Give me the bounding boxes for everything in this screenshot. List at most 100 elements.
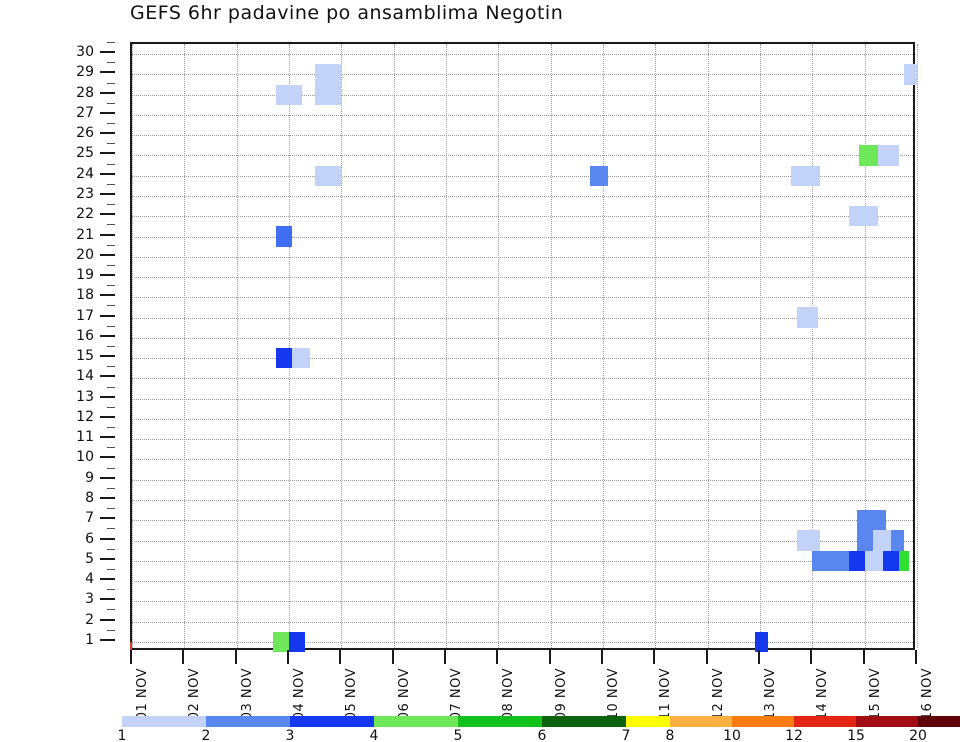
y-tick-label: 2 (85, 611, 94, 628)
y-tick-label: 12 (76, 408, 94, 425)
y-tick-mark (100, 537, 115, 540)
colorbar-tick-label: 8 (665, 728, 675, 742)
y-tick-mark (100, 395, 115, 398)
x-tick-label: 13 NOV (763, 668, 778, 721)
gridline-vertical (341, 44, 343, 648)
gridline-horizontal (132, 74, 913, 76)
gridline-horizontal (132, 601, 913, 603)
precipitation-cell (859, 145, 878, 166)
y-tick-minor (107, 163, 115, 165)
colorbar-tick-label: 6 (537, 728, 547, 742)
x-tick-mark (130, 650, 132, 664)
colorbar-segment (458, 716, 542, 727)
x-tick-mark (705, 650, 708, 664)
precipitation-cell (291, 348, 310, 369)
colorbar-tick-label: 7 (621, 728, 631, 742)
gridline-horizontal (132, 236, 913, 238)
precipitation-cell (856, 510, 886, 531)
y-tick-minor (107, 285, 115, 287)
gridline-horizontal (132, 540, 913, 542)
gridline-vertical (707, 44, 709, 648)
precipitation-cell (315, 64, 342, 85)
y-tick-mark (100, 172, 115, 175)
x-tick-label: 04 NOV (292, 668, 307, 721)
precipitation-cell (275, 84, 303, 105)
colorbar-tick-label: 15 (847, 728, 865, 742)
x-tick-mark (601, 650, 603, 664)
y-tick-label: 16 (76, 327, 94, 344)
y-tick-minor (107, 447, 115, 449)
y-tick-label: 10 (76, 449, 94, 466)
gridline-vertical (655, 44, 657, 648)
x-tick-label: 15 NOV (867, 668, 883, 721)
y-tick-minor (107, 264, 115, 266)
x-tick-mark (444, 650, 446, 664)
chart-title: GEFS 6hr padavine po ansamblima Negotin (130, 2, 564, 24)
y-tick-label: 26 (76, 125, 94, 142)
x-tick-mark (287, 650, 289, 664)
y-tick-minor (107, 427, 115, 429)
colorbar-gradient (122, 716, 960, 727)
y-tick-label: 14 (76, 368, 94, 385)
gridline-horizontal (132, 114, 913, 116)
colorbar-tick-label: 5 (453, 728, 463, 742)
precipitation-cell (864, 550, 883, 571)
gridline-horizontal (132, 135, 913, 137)
y-tick-minor (107, 123, 115, 125)
gridline-vertical (498, 44, 500, 648)
x-tick-label: 03 NOV (239, 668, 255, 721)
gridline-horizontal (132, 277, 913, 279)
gridline-vertical (236, 44, 238, 648)
y-tick-minor (107, 589, 115, 591)
y-tick-minor (107, 204, 115, 206)
x-tick-label: 02 NOV (187, 668, 203, 721)
gridline-horizontal (132, 196, 913, 197)
precipitation-cell (289, 631, 305, 652)
x-tick-mark (915, 650, 917, 664)
y-tick-mark (100, 557, 115, 560)
x-tick-label: 14 NOV (815, 668, 831, 721)
precipitation-cell (273, 631, 289, 652)
gridline-horizontal (132, 94, 913, 96)
x-tick-mark (862, 650, 865, 664)
y-tick-label: 20 (76, 246, 94, 263)
colorbar-segment (794, 716, 856, 727)
colorbar-tick-label: 20 (909, 728, 927, 742)
colorbar-segment (670, 716, 732, 727)
y-tick-label: 24 (76, 165, 94, 182)
y-tick-minor (107, 487, 115, 489)
colorbar-segment (206, 716, 290, 727)
x-tick-label: 09 NOV (553, 668, 569, 721)
colorbar-tick-label: 4 (369, 728, 379, 742)
y-tick-minor (107, 406, 115, 408)
y-tick-minor (107, 305, 115, 307)
precipitation-cell (848, 550, 865, 571)
y-tick-minor (107, 467, 115, 469)
y-tick-mark (100, 334, 115, 337)
colorbar-segment (626, 716, 670, 727)
y-tick-minor (107, 143, 115, 145)
y-tick-mark (100, 193, 115, 195)
y-tick-minor (107, 183, 115, 185)
y-tick-mark (100, 132, 115, 135)
colorbar-segment (290, 716, 374, 727)
y-tick-minor (107, 42, 115, 43)
precipitation-cell (791, 165, 821, 186)
colorbar-tick-label: 3 (285, 728, 295, 742)
y-tick-label: 5 (85, 550, 94, 567)
y-tick-mark (100, 497, 115, 499)
precipitation-cell (315, 84, 342, 105)
y-tick-mark (100, 578, 115, 581)
y-tick-mark (100, 517, 115, 520)
grid-layer (132, 44, 918, 648)
colorbar-tick-label: 12 (785, 728, 803, 742)
x-tick-mark (548, 650, 551, 664)
y-tick-mark (100, 355, 115, 358)
y-tick-label: 27 (76, 104, 94, 121)
precipitation-cell (856, 530, 873, 551)
y-tick-minor (107, 224, 115, 226)
x-tick-mark (182, 650, 185, 664)
y-tick-minor (107, 386, 115, 388)
gridline-vertical (760, 44, 761, 648)
y-tick-minor (107, 508, 115, 510)
